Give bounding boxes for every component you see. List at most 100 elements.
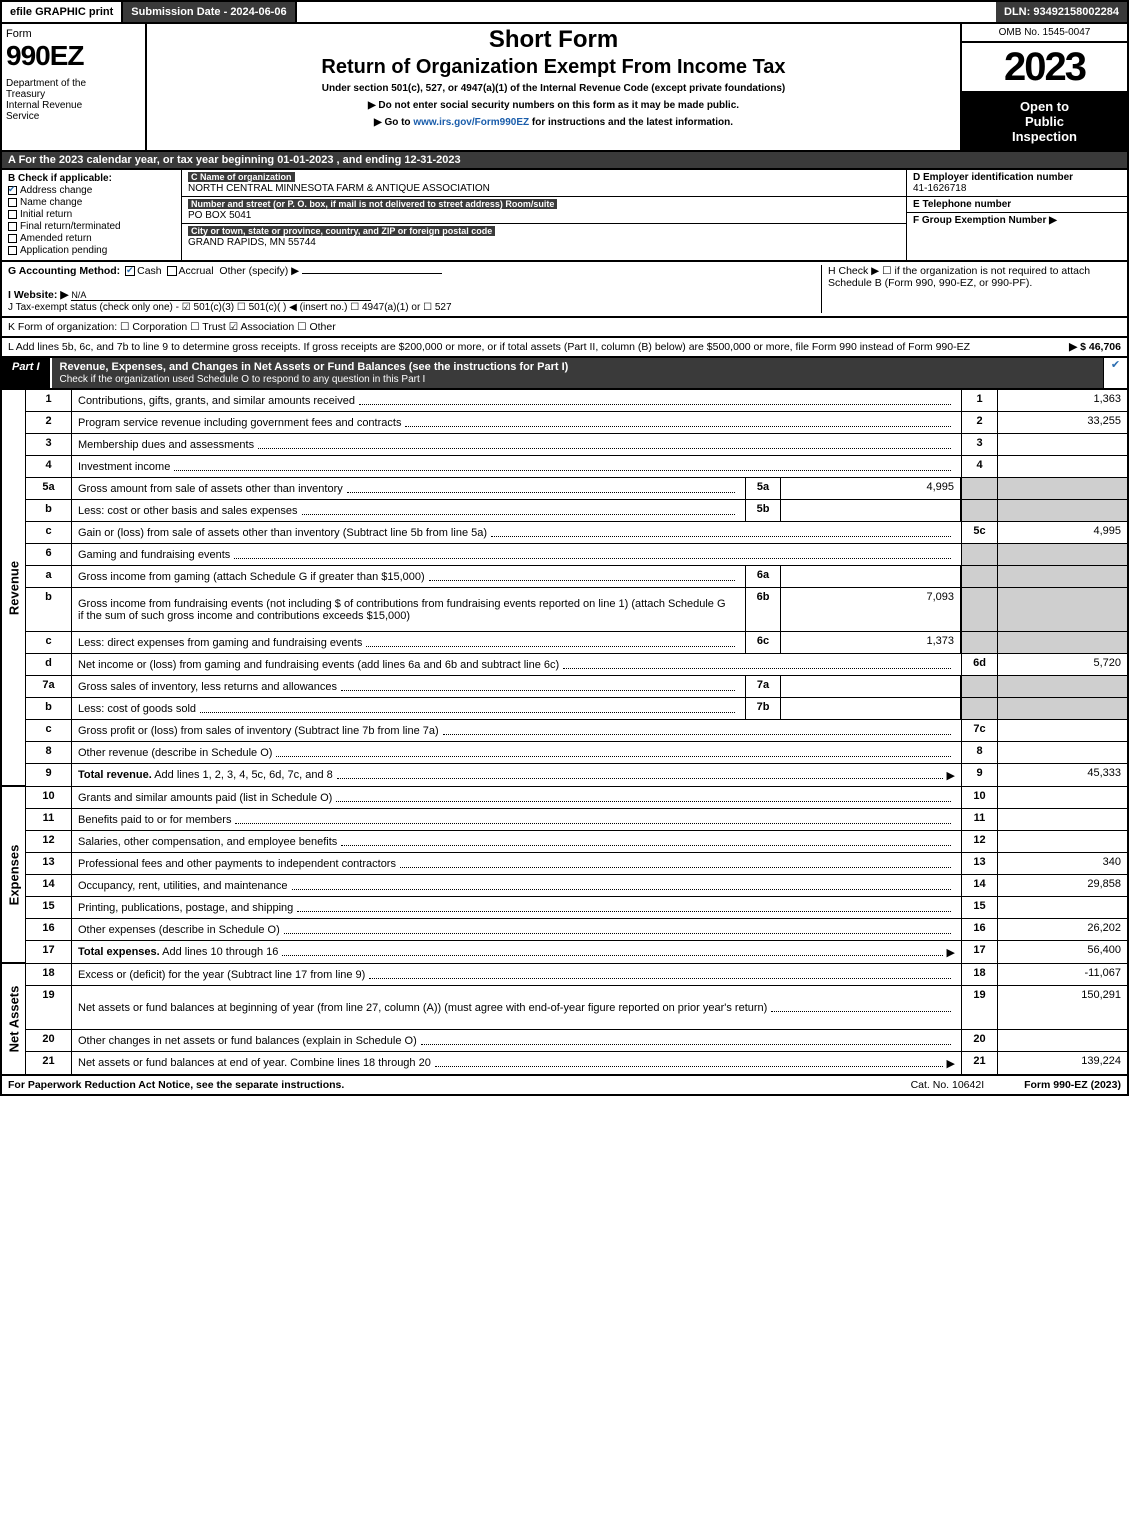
ledger-row: 18Excess or (deficit) for the year (Subt…: [26, 964, 1127, 986]
form-number: 990EZ: [6, 40, 141, 72]
line-number: b: [26, 698, 72, 719]
line-desc: Benefits paid to or for members: [72, 809, 961, 830]
checkbox-label: Final return/terminated: [20, 221, 121, 232]
ledger: Revenue 1Contributions, gifts, grants, a…: [0, 390, 1129, 1076]
dln-label: DLN: 93492158002284: [996, 2, 1127, 22]
final-line-number: 20: [961, 1030, 997, 1051]
line-desc: Membership dues and assessments: [72, 434, 961, 455]
line-number: d: [26, 654, 72, 675]
row-l-amount: ▶ $ 46,706: [1069, 341, 1121, 353]
page-footer: For Paperwork Reduction Act Notice, see …: [0, 1076, 1129, 1096]
line-number: 7a: [26, 676, 72, 697]
ledger-row: 1Contributions, gifts, grants, and simil…: [26, 390, 1127, 412]
header-left: Form 990EZ Department of theTreasuryInte…: [2, 24, 147, 150]
leader-dots: [400, 860, 951, 868]
ledger-row: 13Professional fees and other payments t…: [26, 853, 1127, 875]
line-desc: Total revenue. Add lines 1, 2, 3, 4, 5c,…: [72, 764, 961, 786]
irs-link[interactable]: www.irs.gov/Form990EZ: [413, 117, 529, 128]
arrow-icon: ▶: [947, 1057, 955, 1070]
part1-title: Revenue, Expenses, and Changes in Net As…: [52, 358, 1103, 388]
ledger-row: 6Gaming and fundraising events: [26, 544, 1127, 566]
c-name-cell: C Name of organization NORTH CENTRAL MIN…: [182, 170, 906, 197]
sub-line-value: 4,995: [781, 478, 961, 499]
checkbox-icon[interactable]: [8, 186, 17, 195]
open-public: Open toPublicInspection: [962, 93, 1127, 150]
line-number: 8: [26, 742, 72, 763]
netassets-label: Net Assets: [6, 986, 21, 1053]
final-val-shaded: [997, 544, 1127, 565]
row-g: G Accounting Method: Cash Accrual Other …: [0, 262, 1129, 318]
line-number: b: [26, 500, 72, 521]
ledger-row: 2Program service revenue including gover…: [26, 412, 1127, 434]
box-b-item: Name change: [8, 197, 175, 208]
line-number: c: [26, 720, 72, 741]
checkbox-label: Application pending: [20, 245, 107, 256]
ledger-row: 8Other revenue (describe in Schedule O)8: [26, 742, 1127, 764]
header-right: OMB No. 1545-0047 2023 Open toPublicInsp…: [962, 24, 1127, 150]
checkbox-icon[interactable]: [8, 234, 17, 243]
final-line-number: 3: [961, 434, 997, 455]
checkbox-icon[interactable]: [8, 198, 17, 207]
final-val-shaded: [997, 566, 1127, 587]
sub-line-value: 1,373: [781, 632, 961, 653]
tax-year: 2023: [962, 43, 1127, 93]
accrual-checkbox[interactable]: [167, 266, 177, 276]
ledger-row: 11Benefits paid to or for members11: [26, 809, 1127, 831]
final-line-number: 19: [961, 986, 997, 1029]
line-number: 5a: [26, 478, 72, 499]
checkbox-label: Amended return: [20, 233, 92, 244]
line-number: 11: [26, 809, 72, 830]
under-section: Under section 501(c), 527, or 4947(a)(1)…: [153, 83, 954, 94]
org-name: NORTH CENTRAL MINNESOTA FARM & ANTIQUE A…: [188, 183, 490, 194]
final-val-shaded: [997, 632, 1127, 653]
final-line-value: 26,202: [997, 919, 1127, 940]
footer-center: Cat. No. 10642I: [911, 1079, 985, 1091]
final-val-shaded: [997, 478, 1127, 499]
line-desc: Contributions, gifts, grants, and simila…: [72, 390, 961, 411]
line-desc: Grants and similar amounts paid (list in…: [72, 787, 961, 808]
final-line-number: 14: [961, 875, 997, 896]
line-number: 10: [26, 787, 72, 808]
line-number: 13: [26, 853, 72, 874]
box-b: B Check if applicable: Address changeNam…: [2, 170, 182, 260]
checkbox-label: Initial return: [20, 209, 72, 220]
expenses-side: Expenses: [2, 787, 26, 963]
footer-right: Form 990-EZ (2023): [1024, 1079, 1121, 1091]
checkbox-icon[interactable]: [8, 210, 17, 219]
line-desc: Other revenue (describe in Schedule O): [72, 742, 961, 763]
leader-dots: [302, 507, 735, 515]
box-b-item: Amended return: [8, 233, 175, 244]
header-center: Short Form Return of Organization Exempt…: [147, 24, 962, 150]
line-number: c: [26, 632, 72, 653]
line-desc: Gross income from fundraising events (no…: [72, 588, 745, 631]
checkbox-icon[interactable]: [8, 246, 17, 255]
box-f: F Group Exemption Number ▶: [907, 213, 1127, 260]
line-desc: Net assets or fund balances at beginning…: [72, 986, 961, 1029]
sub-line-value: [781, 698, 961, 719]
final-num-shaded: [961, 544, 997, 565]
leader-dots: [429, 573, 735, 581]
box-c: C Name of organization NORTH CENTRAL MIN…: [182, 170, 907, 260]
g-label: G Accounting Method:: [8, 265, 120, 277]
final-line-number: 1: [961, 390, 997, 411]
efile-label[interactable]: efile GRAPHIC print: [2, 2, 123, 22]
leader-dots: [366, 639, 735, 647]
final-line-value: [997, 897, 1127, 918]
c-name-hdr: C Name of organization: [188, 172, 295, 182]
line-number: 18: [26, 964, 72, 985]
final-line-value: 340: [997, 853, 1127, 874]
final-line-value: [997, 720, 1127, 741]
box-b-label: B Check if applicable:: [8, 173, 175, 184]
line-desc: Occupancy, rent, utilities, and maintena…: [72, 875, 961, 896]
checkbox-icon[interactable]: [8, 222, 17, 231]
ledger-row: cLess: direct expenses from gaming and f…: [26, 632, 1127, 654]
line-number: 17: [26, 941, 72, 963]
ledger-row: 12Salaries, other compensation, and empl…: [26, 831, 1127, 853]
ledger-row: 16Other expenses (describe in Schedule O…: [26, 919, 1127, 941]
row-l-text: L Add lines 5b, 6c, and 7b to line 9 to …: [8, 341, 970, 353]
part1-checkbox[interactable]: ✔: [1103, 358, 1127, 388]
c-city-hdr: City or town, state or province, country…: [188, 226, 495, 236]
row-h: H Check ▶ ☐ if the organization is not r…: [821, 265, 1121, 313]
ledger-row: cGross profit or (loss) from sales of in…: [26, 720, 1127, 742]
cash-checkbox[interactable]: [125, 266, 135, 276]
